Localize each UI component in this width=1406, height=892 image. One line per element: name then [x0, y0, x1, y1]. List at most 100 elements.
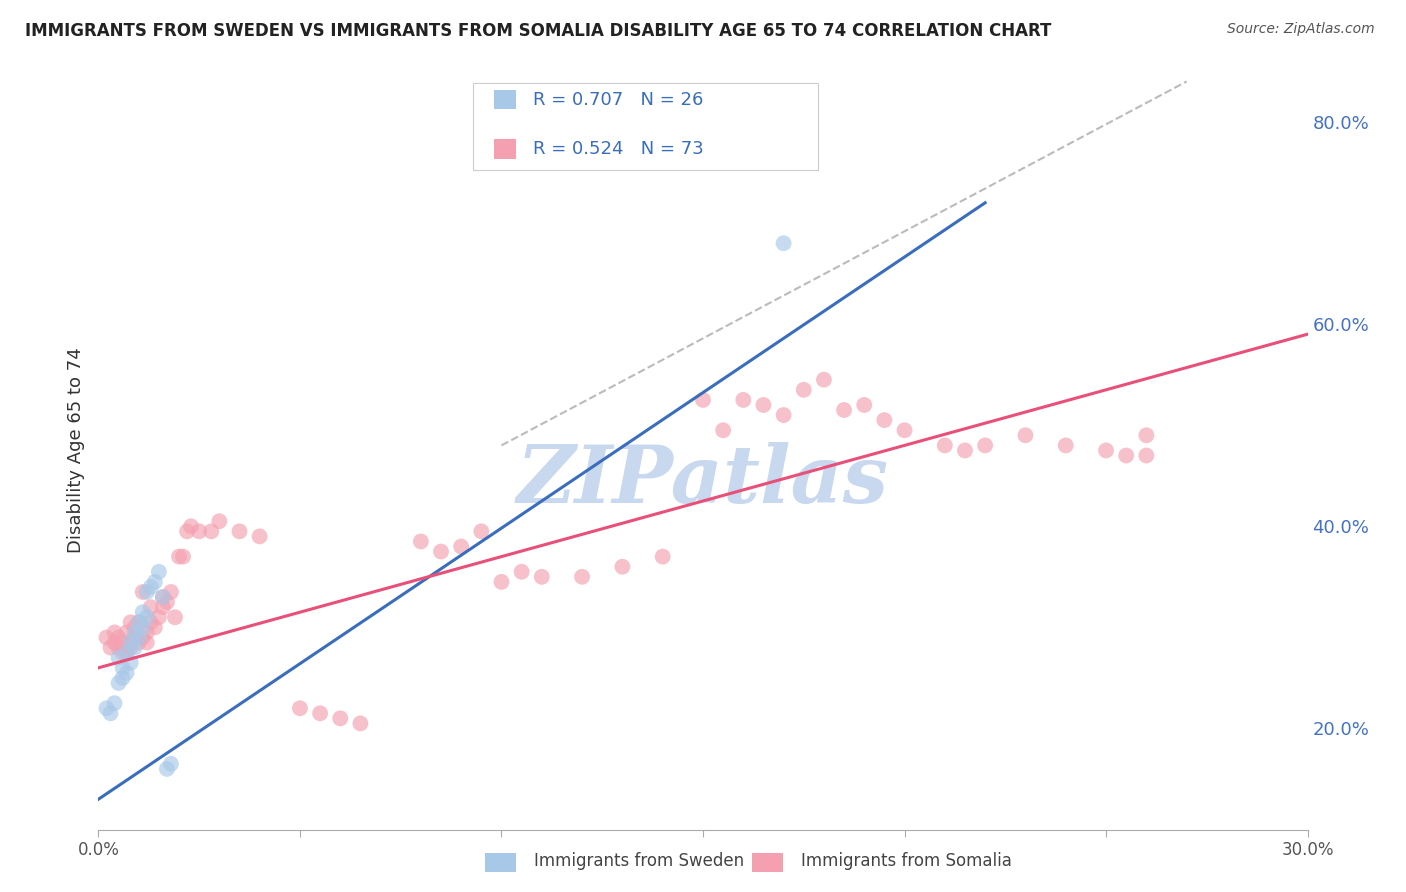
Point [128, 631, 150, 645]
Point [103, 696, 125, 710]
Point [163, 610, 186, 624]
Point [309, 706, 332, 721]
Point [1135, 449, 1157, 463]
Point [200, 524, 222, 539]
Point [813, 373, 835, 387]
Point [139, 615, 162, 630]
Point [612, 559, 634, 574]
Point [510, 565, 533, 579]
Point [409, 534, 432, 549]
Point [470, 524, 492, 539]
Point [430, 544, 453, 558]
Point [208, 514, 231, 528]
Point [135, 610, 157, 624]
FancyBboxPatch shape [494, 139, 516, 159]
Point [873, 413, 896, 427]
Point [148, 610, 170, 624]
Point [853, 398, 876, 412]
Point [124, 640, 146, 655]
Point [135, 625, 157, 640]
Point [96, 631, 118, 645]
Point [450, 540, 472, 554]
Point [793, 383, 815, 397]
Point [180, 519, 202, 533]
Point [893, 423, 915, 437]
Point [772, 408, 794, 422]
Point [288, 701, 311, 715]
Point [111, 635, 134, 649]
Text: ZIPatlas: ZIPatlas [517, 442, 889, 519]
Point [135, 635, 157, 649]
Point [228, 524, 250, 539]
Point [120, 656, 142, 670]
Point [953, 443, 976, 458]
Point [115, 625, 138, 640]
Point [107, 631, 129, 645]
Point [152, 600, 174, 615]
Point [1095, 443, 1118, 458]
Point [111, 671, 134, 685]
Y-axis label: Disability Age 65 to 74: Disability Age 65 to 74 [66, 348, 84, 553]
Point [128, 615, 150, 630]
Point [124, 625, 146, 640]
Point [160, 756, 183, 771]
Point [733, 392, 755, 407]
Point [571, 570, 593, 584]
Point [152, 590, 174, 604]
Point [1054, 438, 1077, 452]
Point [176, 524, 198, 539]
Point [143, 620, 166, 634]
Point [148, 565, 170, 579]
Text: Source: ZipAtlas.com: Source: ZipAtlas.com [1227, 22, 1375, 37]
FancyBboxPatch shape [474, 83, 818, 170]
Text: IMMIGRANTS FROM SWEDEN VS IMMIGRANTS FROM SOMALIA DISABILITY AGE 65 TO 74 CORREL: IMMIGRANTS FROM SWEDEN VS IMMIGRANTS FRO… [25, 22, 1052, 40]
Point [100, 640, 122, 655]
Point [115, 646, 138, 660]
Point [132, 631, 155, 645]
Point [651, 549, 673, 564]
Point [111, 646, 134, 660]
Point [156, 595, 179, 609]
Point [934, 438, 956, 452]
Text: R = 0.524   N = 73: R = 0.524 N = 73 [533, 140, 703, 158]
Point [152, 590, 174, 604]
Point [128, 615, 150, 630]
Point [692, 392, 714, 407]
Text: Immigrants from Sweden: Immigrants from Sweden [534, 852, 744, 870]
Point [143, 574, 166, 589]
Point [772, 236, 794, 251]
Point [832, 403, 855, 417]
Point [1135, 428, 1157, 442]
Point [135, 585, 157, 599]
FancyBboxPatch shape [494, 90, 516, 110]
Point [120, 615, 142, 630]
Point [120, 635, 142, 649]
Point [329, 711, 352, 725]
Text: Immigrants from Somalia: Immigrants from Somalia [801, 852, 1012, 870]
Point [120, 640, 142, 655]
Point [249, 529, 271, 543]
Point [128, 635, 150, 649]
Point [115, 665, 138, 680]
Point [167, 549, 190, 564]
Point [530, 570, 553, 584]
Point [139, 580, 162, 594]
Point [107, 650, 129, 665]
Text: R = 0.707   N = 26: R = 0.707 N = 26 [533, 91, 703, 109]
Point [111, 661, 134, 675]
Point [188, 524, 211, 539]
Point [1115, 449, 1137, 463]
Point [156, 762, 179, 776]
Point [124, 620, 146, 634]
Point [100, 706, 122, 721]
Point [160, 585, 183, 599]
Point [132, 585, 155, 599]
Point [132, 605, 155, 619]
Point [103, 635, 125, 649]
Point [107, 640, 129, 655]
Point [139, 600, 162, 615]
Point [172, 549, 194, 564]
Point [96, 701, 118, 715]
Point [103, 625, 125, 640]
Point [115, 646, 138, 660]
